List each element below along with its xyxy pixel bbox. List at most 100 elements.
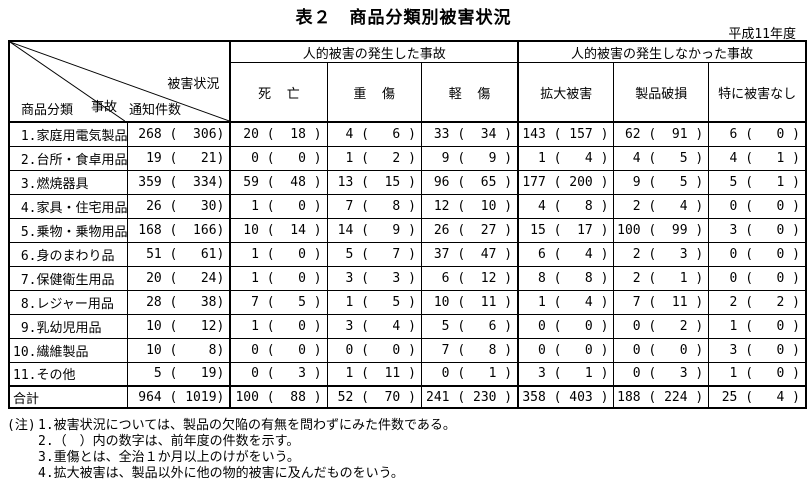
damage-status-table: 被害状況 事故 商品分類 通知件数 人的被害の発生した事故 人的被害の発生しなか…: [8, 40, 807, 409]
row-label: 9.乳幼児用品: [8, 313, 129, 339]
cell-notified-count: 19 ( 21): [127, 145, 231, 171]
cell-expanded-damage: 1 ( 4 ): [517, 145, 615, 171]
cell-serious-injury: 7 ( 8 ): [326, 193, 422, 219]
cell-expanded-damage: 0 ( 0 ): [517, 313, 615, 339]
cell-minor-injury: 0 ( 1 ): [420, 361, 519, 387]
cell-minor-injury: 241 ( 230 ): [420, 385, 519, 409]
cell-death: 0 ( 3 ): [229, 361, 328, 387]
cell-serious-injury: 3 ( 4 ): [326, 313, 422, 339]
cell-product-breakage: 7 ( 11 ): [613, 289, 710, 315]
corner-label-damage-status: 被害状況: [167, 77, 220, 92]
footnote-line: 2.（ ）内の数字は、前年度の件数を示す。: [38, 434, 456, 450]
col-header-no-damage: 特に被害なし: [708, 62, 807, 123]
cell-death: 7 ( 5 ): [229, 289, 328, 315]
cell-notified-count: 20 ( 24): [127, 265, 231, 291]
cell-serious-injury: 52 ( 70 ): [326, 385, 422, 409]
cell-notified-count: 168 ( 166): [127, 217, 231, 243]
cell-minor-injury: 9 ( 9 ): [420, 145, 519, 171]
cell-death: 1 ( 0 ): [229, 313, 328, 339]
cell-death: 0 ( 0 ): [229, 337, 328, 363]
cell-minor-injury: 12 ( 10 ): [420, 193, 519, 219]
row-label: 2.台所・食卓用品: [8, 145, 129, 171]
row-label: 11.その他: [8, 361, 129, 387]
footnote-line: 3.重傷とは、全治１か月以上のけがをいう。: [38, 450, 456, 466]
footnote-text: 2.（ ）内の数字は、前年度の件数を示す。: [38, 434, 300, 449]
cell-product-breakage: 62 ( 91 ): [613, 121, 710, 147]
cell-no-damage: 5 ( 1 ): [708, 169, 807, 195]
footnote-text: 3.重傷とは、全治１か月以上のけがをいう。: [38, 450, 300, 465]
cell-minor-injury: 5 ( 6 ): [420, 313, 519, 339]
cell-notified-count: 268 ( 306): [127, 121, 231, 147]
cell-product-breakage: 0 ( 0 ): [613, 337, 710, 363]
cell-expanded-damage: 4 ( 8 ): [517, 193, 615, 219]
header-row-columns: 死 亡 重 傷 軽 傷 拡大被害 製品破損 特に被害なし: [9, 62, 807, 123]
cell-notified-count: 10 ( 8): [127, 337, 231, 363]
cell-serious-injury: 0 ( 0 ): [326, 337, 422, 363]
cell-product-breakage: 188 ( 224 ): [613, 385, 710, 409]
cell-no-damage: 6 ( 0 ): [708, 121, 807, 147]
cell-serious-injury: 5 ( 7 ): [326, 241, 422, 267]
cell-serious-injury: 4 ( 6 ): [326, 121, 422, 147]
cell-minor-injury: 33 ( 34 ): [420, 121, 519, 147]
cell-no-damage: 3 ( 0 ): [708, 217, 807, 243]
table-title: 表２ 商品分類別被害状況: [295, 8, 512, 28]
row-label: 3.燃焼器具: [8, 169, 129, 195]
table-row: 11.その他 5 ( 19) 0 ( 3 ) 1 ( 11 ) 0 ( 1 ) …: [8, 361, 807, 387]
group-header-no-injury-accidents: 人的被害の発生しなかった事故: [517, 40, 807, 63]
table-row: 5.乗物・乗物用品 168 ( 166) 10 ( 14 ) 14 ( 9 ) …: [8, 217, 807, 243]
group-header-injury-accidents: 人的被害の発生した事故: [229, 40, 519, 63]
cell-no-damage: 1 ( 0 ): [708, 313, 807, 339]
cell-product-breakage: 2 ( 3 ): [613, 241, 710, 267]
fiscal-year-label: 平成11年度: [728, 27, 796, 42]
cell-product-breakage: 0 ( 3 ): [613, 361, 710, 387]
footnote-text: 4.拡大被害は、製品以外に他の物的被害に及んだものをいう。: [38, 466, 404, 481]
cell-death: 1 ( 0 ): [229, 241, 328, 267]
table-row: 7.保健衛生用品 20 ( 24) 1 ( 0 ) 3 ( 3 ) 6 ( 12…: [8, 265, 807, 291]
table-row: 10.繊維製品 10 ( 8) 0 ( 0 ) 0 ( 0 ) 7 ( 8 ) …: [8, 337, 807, 363]
cell-no-damage: 0 ( 0 ): [708, 265, 807, 291]
cell-no-damage: 3 ( 0 ): [708, 337, 807, 363]
cell-serious-injury: 1 ( 11 ): [326, 361, 422, 387]
cell-notified-count: 28 ( 38): [127, 289, 231, 315]
corner-label-notified-count: 通知件数: [129, 103, 182, 118]
table-row: 9.乳幼児用品 10 ( 12) 1 ( 0 ) 3 ( 4 ) 5 ( 6 )…: [8, 313, 807, 339]
table-row: 8.レジャー用品 28 ( 38) 7 ( 5 ) 1 ( 5 ) 10 ( 1…: [8, 289, 807, 315]
cell-expanded-damage: 177 ( 200 ): [517, 169, 615, 195]
footnotes: (注) 1.被害状況については、製品の欠陥の有無を問わずにみた件数である。 2.…: [7, 418, 456, 482]
table-row: 1.家庭用電気製品 268 ( 306) 20 ( 18 ) 4 ( 6 ) 3…: [8, 121, 807, 147]
cell-notified-count: 10 ( 12): [127, 313, 231, 339]
footnote-line: 4.拡大被害は、製品以外に他の物的被害に及んだものをいう。: [38, 466, 456, 482]
cell-product-breakage: 0 ( 2 ): [613, 313, 710, 339]
cell-notified-count: 359 ( 334): [127, 169, 231, 195]
row-label: 6.身のまわり品: [8, 241, 129, 267]
corner-label-product-class: 商品分類: [21, 103, 74, 118]
corner-label-accident: 事故: [91, 100, 118, 115]
cell-death: 20 ( 18 ): [229, 121, 328, 147]
cell-death: 0 ( 0 ): [229, 145, 328, 171]
cell-no-damage: 25 ( 4 ): [708, 385, 807, 409]
cell-notified-count: 5 ( 19): [127, 361, 231, 387]
cell-notified-count: 51 ( 61): [127, 241, 231, 267]
cell-death: 100 ( 88 ): [229, 385, 328, 409]
col-header-serious-injury: 重 傷: [326, 62, 422, 123]
cell-serious-injury: 1 ( 2 ): [326, 145, 422, 171]
total-row: 合計 964 ( 1019) 100 ( 88 ) 52 ( 70 ) 241 …: [8, 385, 807, 409]
cell-minor-injury: 37 ( 47 ): [420, 241, 519, 267]
col-header-expanded-damage: 拡大被害: [517, 62, 615, 123]
col-header-minor-injury: 軽 傷: [420, 62, 519, 123]
table-row: 6.身のまわり品 51 ( 61) 1 ( 0 ) 5 ( 7 ) 37 ( 4…: [8, 241, 807, 267]
cell-serious-injury: 1 ( 5 ): [326, 289, 422, 315]
cell-expanded-damage: 0 ( 0 ): [517, 337, 615, 363]
col-header-death: 死 亡: [229, 62, 328, 123]
cell-product-breakage: 9 ( 5 ): [613, 169, 710, 195]
cell-expanded-damage: 8 ( 8 ): [517, 265, 615, 291]
cell-product-breakage: 2 ( 1 ): [613, 265, 710, 291]
header-row-groups: 被害状況 事故 商品分類 通知件数 人的被害の発生した事故 人的被害の発生しなか…: [8, 40, 807, 123]
cell-notified-count: 964 ( 1019): [127, 385, 231, 409]
corner-diagonal-lines: [10, 42, 228, 120]
col-header-product-breakage: 製品破損: [613, 62, 710, 123]
cell-serious-injury: 13 ( 15 ): [326, 169, 422, 195]
cell-expanded-damage: 3 ( 1 ): [517, 361, 615, 387]
row-label: 10.繊維製品: [8, 337, 129, 363]
